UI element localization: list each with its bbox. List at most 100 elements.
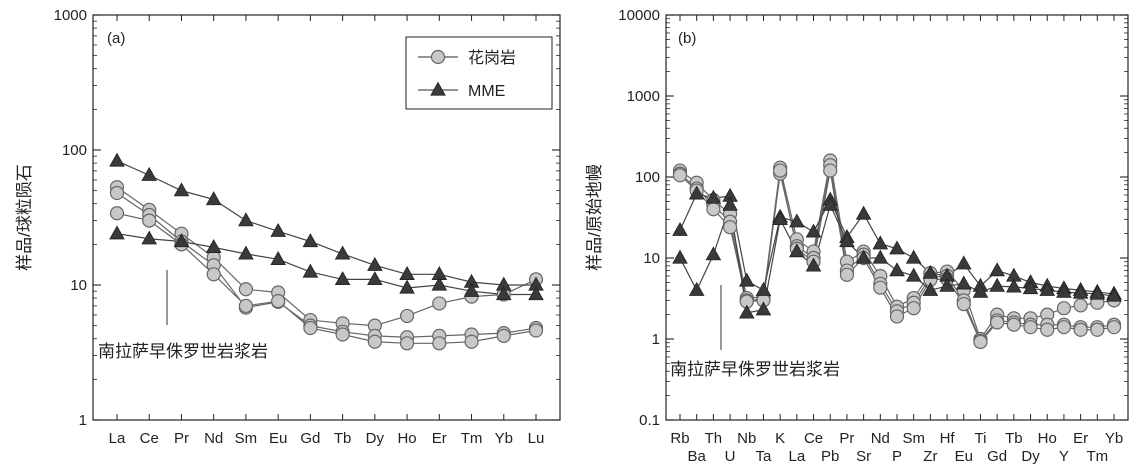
x-tick-label: Tm (461, 430, 483, 447)
data-point-triangle (302, 233, 319, 248)
x-tick-label: Er (1073, 430, 1088, 447)
data-point-circle (839, 267, 855, 282)
data-point-triangle (805, 257, 822, 272)
panel-a: 1 10 100 1000 La Ce Pr Nd Sm Eu Gd Tb Dy Ho Er Tm Yb Lu 样品… (15, 7, 561, 447)
x-tick-label: Yb (1105, 430, 1123, 447)
data-point-triangle (141, 166, 158, 181)
x-tick-label: P (892, 448, 902, 465)
data-point-triangle (972, 283, 989, 298)
data-point-circle (889, 309, 905, 324)
data-point-triangle (1089, 285, 1106, 300)
x-tick-label: Sm (235, 430, 258, 447)
data-point-circle (464, 334, 479, 349)
data-point-circle (399, 308, 415, 324)
data-point-triangle (755, 301, 772, 316)
series-line (116, 186, 537, 327)
x-tick-label: Eu (955, 448, 973, 465)
data-point-triangle (238, 245, 254, 260)
data-point-triangle (889, 262, 905, 277)
x-tick-label: Th (705, 430, 723, 447)
x-tick-label: Yb (495, 430, 513, 447)
data-point-circle (238, 298, 254, 314)
x-tick-label: Tb (1005, 430, 1023, 447)
data-point-triangle (1039, 281, 1056, 296)
data-point-triangle (939, 277, 955, 292)
data-point-triangle (922, 264, 939, 279)
legend-label: MME (468, 83, 505, 100)
data-point-circle (1073, 298, 1088, 313)
data-point-triangle (173, 233, 190, 248)
data-point-circle (1090, 322, 1105, 337)
y-tick-label: 1 (652, 331, 660, 348)
x-tick-label: Hf (940, 430, 956, 447)
data-point-triangle (463, 282, 480, 297)
annotation-text: 南拉萨早侏罗世岩浆岩 (670, 360, 840, 379)
data-point-circle (1023, 320, 1038, 335)
x-tick-label: Tb (334, 430, 352, 447)
data-point-triangle (688, 185, 705, 200)
data-point-triangle (109, 152, 125, 167)
data-point-triangle (989, 277, 1005, 292)
x-tick-label: La (109, 430, 126, 447)
data-point-circle (990, 315, 1005, 330)
x-tick-label: Pr (839, 430, 854, 447)
panel-label: (a) (107, 30, 125, 47)
data-point-circle (238, 282, 254, 297)
data-point-triangle (173, 182, 190, 197)
data-point-triangle (238, 212, 254, 227)
data-point-circle (873, 280, 888, 295)
x-tick-label: Nd (871, 430, 890, 447)
data-point-circle (1006, 317, 1021, 332)
x-tick-label: Ho (397, 430, 416, 447)
series-line (116, 192, 537, 338)
data-point-triangle (334, 245, 351, 260)
data-point-triangle (109, 225, 125, 240)
data-point-circle (672, 168, 688, 183)
x-tick-label: Ba (688, 448, 707, 465)
y-tick-label: 10 (70, 277, 87, 294)
x-tick-label: Er (432, 430, 447, 447)
data-point-circle (109, 206, 125, 221)
x-tick-label: Ce (140, 430, 159, 447)
data-point-triangle (528, 286, 544, 301)
data-point-triangle (805, 223, 822, 238)
y-tick-label: 0.1 (639, 412, 660, 429)
legend-label: 花岗岩 (468, 49, 516, 67)
data-point-circle (303, 320, 318, 336)
data-point-triangle (855, 249, 872, 264)
x-tick-label: Nb (737, 430, 756, 447)
data-point-triangle (955, 255, 972, 270)
data-point-triangle (495, 286, 512, 301)
data-point-circle (399, 336, 415, 351)
x-tick-label: Eu (269, 430, 287, 447)
x-tick-label: Pb (821, 448, 839, 465)
data-point-triangle (688, 281, 705, 296)
data-point-triangle (922, 281, 939, 296)
data-point-triangle (872, 249, 889, 264)
data-point-triangle (1022, 280, 1039, 295)
data-point-circle (528, 323, 544, 338)
data-point-circle (956, 296, 971, 312)
x-tick-label: Sm (902, 430, 925, 447)
data-point-triangle (705, 189, 722, 204)
data-point-triangle (1006, 278, 1022, 293)
data-point-triangle (672, 249, 688, 264)
data-point-circle (722, 220, 738, 235)
data-point-circle (823, 163, 838, 178)
data-point-circle (706, 202, 721, 217)
data-point-triangle (367, 256, 383, 271)
data-point-triangle (789, 243, 805, 258)
data-point-circle (1040, 322, 1055, 337)
x-tick-label: Zr (923, 448, 937, 465)
data-point-circle (973, 334, 988, 350)
data-point-triangle (872, 235, 889, 250)
data-point-circle (109, 185, 125, 201)
data-point-circle (1056, 301, 1072, 316)
data-point-circle (367, 334, 382, 349)
data-point-circle (906, 301, 921, 316)
x-tick-label: Lu (528, 430, 545, 447)
data-point-circle (271, 293, 286, 309)
y-axis-label: 样品/原始地幔 (585, 164, 604, 271)
x-tick-label: Gd (987, 448, 1007, 465)
